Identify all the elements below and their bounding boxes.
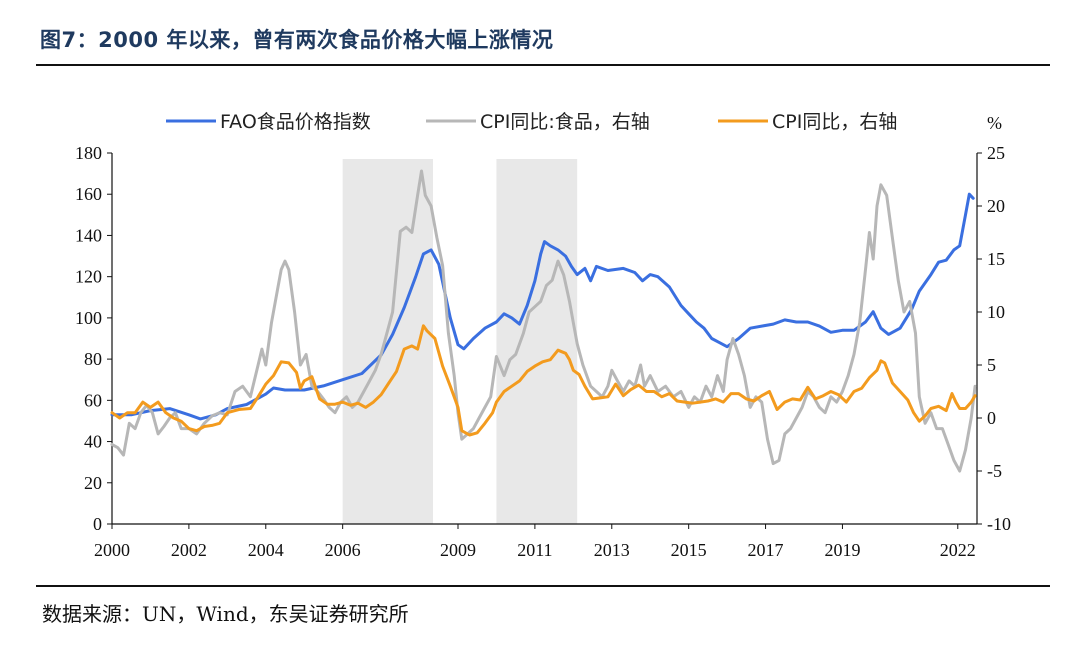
legend-label-3: CPI同比，右轴	[772, 111, 897, 133]
x-tick-label: 2002	[171, 540, 207, 560]
axes: 0 20 40 60 80 100 120 140 160 180 -10 -5 0 5 10 15 20 25%…	[75, 113, 1011, 560]
y-right-tick-label: 0	[987, 408, 996, 428]
y-right-tick-label: 15	[987, 249, 1005, 269]
y-left-tick-label: 20	[84, 473, 102, 493]
x-tick-label: 2004	[248, 540, 284, 560]
legend-label-1: FAO食品价格指数	[220, 111, 371, 133]
source-note: 数据来源：UN，Wind，东吴证券研究所	[42, 602, 409, 626]
x-tick-label: 2009	[440, 540, 476, 560]
x-tick-label: 2000	[94, 540, 130, 560]
x-tick-label: 2022	[940, 540, 976, 560]
y-left-tick-label: 140	[75, 225, 102, 245]
y-right-tick-label: -10	[987, 514, 1011, 534]
legend-label-2: CPI同比:食品，右轴	[480, 111, 650, 133]
y-right-tick-label: 10	[987, 302, 1005, 322]
series-line-1	[110, 192, 975, 421]
page-title: 图7：2000 年以来，曾有两次食品价格大幅上涨情况	[40, 28, 554, 52]
series-line-2	[110, 169, 977, 473]
top-divider	[36, 64, 1050, 66]
x-tick-label: 2006	[325, 540, 361, 560]
line-chart: 0 20 40 60 80 100 120 140 160 180 -10 -5 0 5 10 15 20 25%…	[75, 111, 1011, 560]
y-left-tick-label: 180	[75, 143, 102, 163]
y-right-tick-label: 25	[987, 143, 1005, 163]
y-left-tick-label: 160	[75, 184, 102, 204]
series-lines	[110, 169, 977, 473]
y-right-tick-label: 5	[987, 355, 996, 375]
right-axis-unit: %	[987, 113, 1002, 133]
bottom-divider	[36, 585, 1050, 587]
y-left-tick-label: 80	[84, 349, 102, 369]
x-tick-label: 2013	[594, 540, 630, 560]
x-tick-label: 2019	[824, 540, 860, 560]
y-left-tick-label: 40	[84, 432, 102, 452]
shaded-periods	[342, 159, 578, 524]
x-tick-label: 2011	[517, 540, 552, 560]
y-right-tick-label: 20	[987, 196, 1005, 216]
y-left-tick-label: 100	[75, 308, 102, 328]
y-left-tick-label: 60	[84, 390, 102, 410]
x-tick-label: 2015	[671, 540, 707, 560]
series-line-3	[110, 324, 977, 437]
y-left-tick-label: 0	[93, 514, 102, 534]
x-tick-label: 2017	[748, 540, 784, 560]
y-left-tick-label: 120	[75, 267, 102, 287]
shaded-period-2	[496, 159, 578, 524]
legend: FAO食品价格指数 CPI同比:食品，右轴 CPI同比，右轴	[166, 111, 897, 133]
y-right-tick-label: -5	[987, 461, 1002, 481]
